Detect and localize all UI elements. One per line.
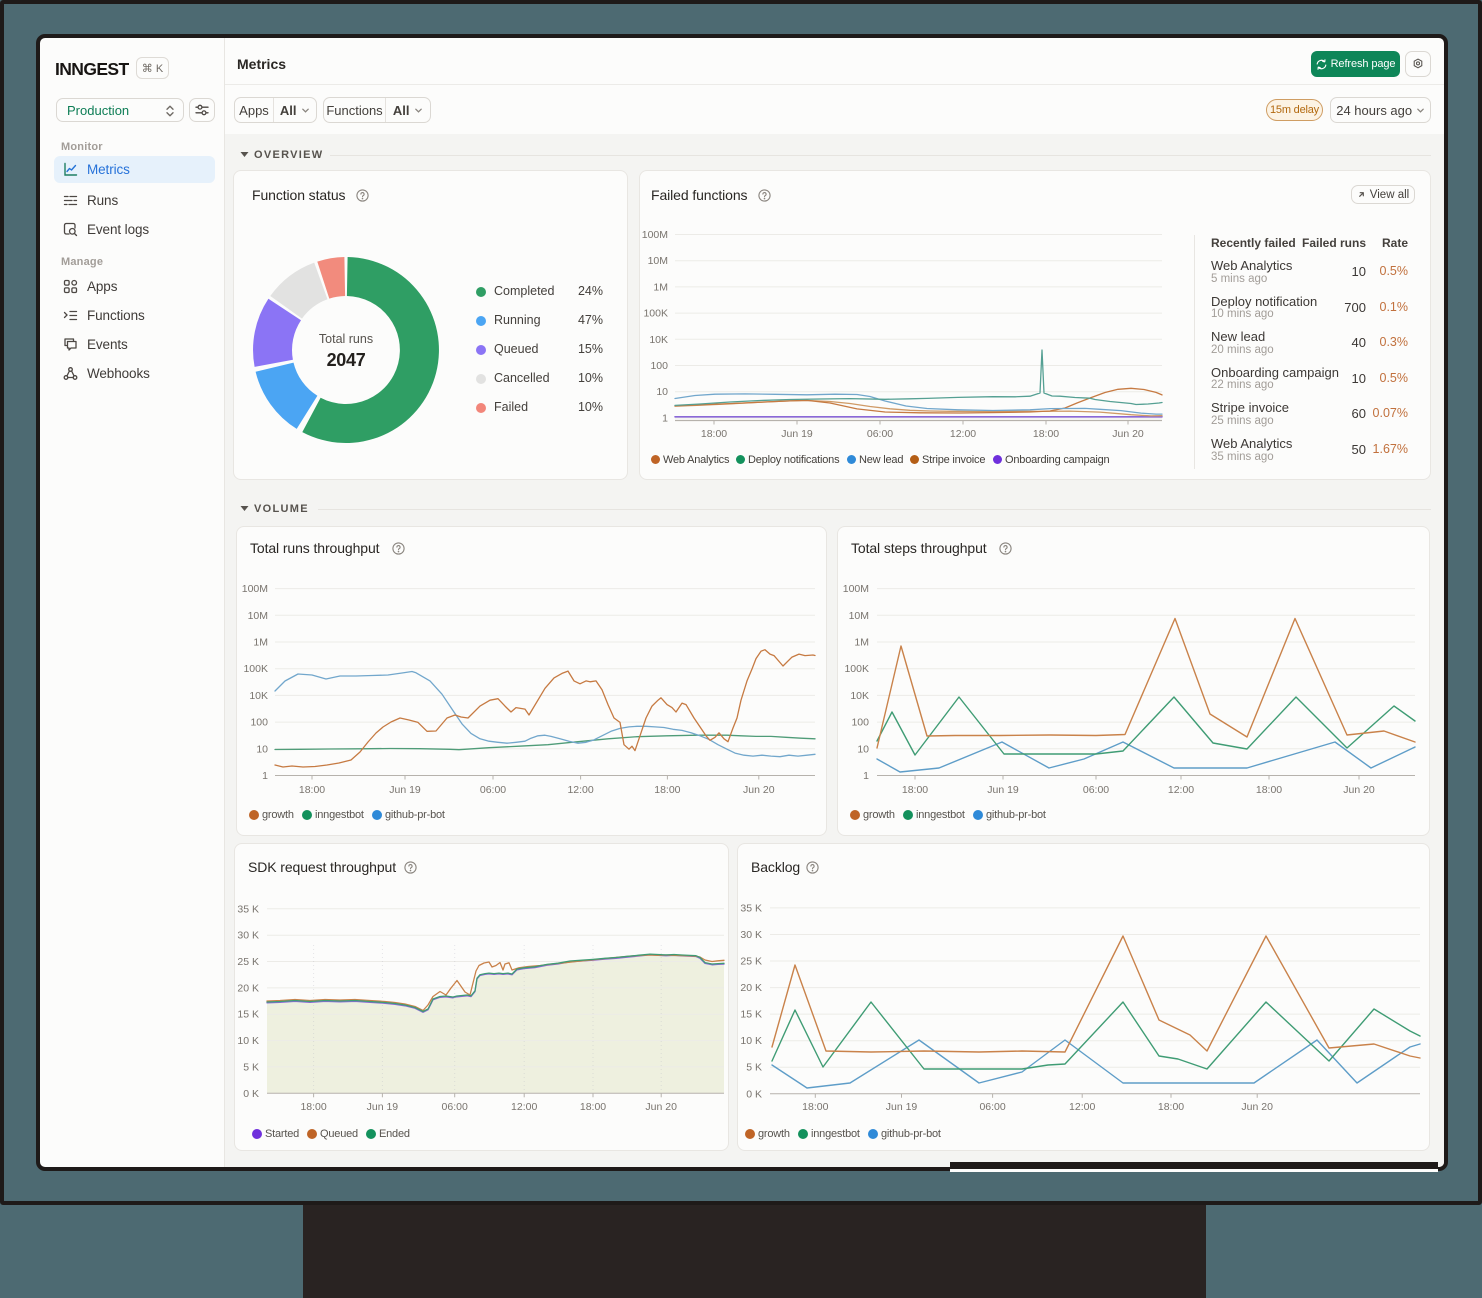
svg-text:1: 1	[863, 770, 869, 782]
svg-text:30 K: 30 K	[237, 930, 259, 942]
svg-text:100K: 100K	[243, 663, 268, 675]
svg-text:100M: 100M	[642, 229, 668, 241]
svg-text:5 K: 5 K	[243, 1061, 259, 1073]
svg-text:10: 10	[256, 743, 268, 755]
svg-text:10M: 10M	[849, 610, 869, 622]
svg-text:0 K: 0 K	[243, 1088, 259, 1100]
svg-text:Jun 20: Jun 20	[1112, 428, 1144, 440]
svg-text:12:00: 12:00	[1168, 784, 1194, 796]
svg-text:100K: 100K	[643, 308, 668, 320]
svg-text:06:00: 06:00	[442, 1101, 468, 1113]
svg-text:18:00: 18:00	[802, 1101, 828, 1113]
svg-text:1M: 1M	[854, 637, 869, 649]
svg-text:5 K: 5 K	[746, 1062, 762, 1074]
svg-text:0 K: 0 K	[746, 1088, 762, 1100]
svg-text:18:00: 18:00	[1256, 784, 1282, 796]
svg-text:35 K: 35 K	[740, 902, 762, 914]
svg-text:20 K: 20 K	[237, 982, 259, 994]
svg-text:06:00: 06:00	[979, 1101, 1005, 1113]
svg-text:30 K: 30 K	[740, 929, 762, 941]
svg-text:10: 10	[656, 386, 668, 398]
svg-text:10M: 10M	[648, 255, 668, 267]
svg-text:1M: 1M	[253, 637, 268, 649]
svg-text:35 K: 35 K	[237, 903, 259, 915]
svg-text:100K: 100K	[844, 663, 869, 675]
svg-text:06:00: 06:00	[1083, 784, 1109, 796]
svg-text:18:00: 18:00	[300, 1101, 326, 1113]
svg-text:Jun 19: Jun 19	[781, 428, 813, 440]
svg-text:15 K: 15 K	[740, 1009, 762, 1021]
svg-text:18:00: 18:00	[299, 784, 325, 796]
svg-text:Jun 19: Jun 19	[367, 1101, 399, 1113]
svg-text:100: 100	[650, 360, 668, 372]
svg-text:10 K: 10 K	[740, 1035, 762, 1047]
svg-text:12:00: 12:00	[511, 1101, 537, 1113]
svg-text:Jun 20: Jun 20	[645, 1101, 677, 1113]
svg-text:25 K: 25 K	[237, 956, 259, 968]
svg-text:10M: 10M	[248, 610, 268, 622]
svg-text:100: 100	[250, 717, 268, 729]
svg-text:Jun 20: Jun 20	[1241, 1101, 1273, 1113]
svg-text:25 K: 25 K	[740, 956, 762, 968]
svg-text:06:00: 06:00	[867, 428, 893, 440]
svg-text:12:00: 12:00	[950, 428, 976, 440]
svg-text:10 K: 10 K	[237, 1035, 259, 1047]
svg-text:18:00: 18:00	[654, 784, 680, 796]
svg-text:100M: 100M	[843, 583, 869, 595]
svg-text:18:00: 18:00	[902, 784, 928, 796]
svg-text:18:00: 18:00	[1033, 428, 1059, 440]
svg-text:10K: 10K	[649, 334, 668, 346]
svg-text:12:00: 12:00	[567, 784, 593, 796]
svg-text:Jun 19: Jun 19	[389, 784, 421, 796]
svg-text:18:00: 18:00	[1158, 1101, 1184, 1113]
svg-text:100: 100	[851, 717, 869, 729]
svg-text:10K: 10K	[850, 690, 869, 702]
svg-text:06:00: 06:00	[480, 784, 506, 796]
svg-text:1: 1	[662, 413, 668, 425]
svg-text:Jun 19: Jun 19	[886, 1101, 918, 1113]
svg-text:10: 10	[857, 743, 869, 755]
svg-text:15 K: 15 K	[237, 1009, 259, 1021]
svg-text:1M: 1M	[653, 281, 668, 293]
svg-text:Jun 20: Jun 20	[1343, 784, 1375, 796]
svg-text:18:00: 18:00	[580, 1101, 606, 1113]
svg-text:Jun 19: Jun 19	[987, 784, 1019, 796]
svg-text:100M: 100M	[242, 583, 268, 595]
svg-text:12:00: 12:00	[1069, 1101, 1095, 1113]
svg-text:10K: 10K	[249, 690, 268, 702]
svg-text:Jun 20: Jun 20	[743, 784, 775, 796]
svg-text:18:00: 18:00	[701, 428, 727, 440]
svg-text:1: 1	[262, 770, 268, 782]
svg-text:20 K: 20 K	[740, 982, 762, 994]
